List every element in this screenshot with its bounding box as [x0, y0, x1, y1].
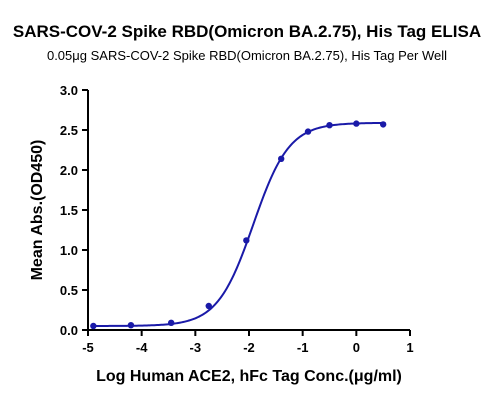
y-axis-ticks: 0.0 0.5 1.0 1.5 2.0 2.5 3.0	[60, 83, 88, 338]
data-point	[90, 322, 97, 330]
chart-title: SARS-COV-2 Spike RBD(Omicron BA.2.75), H…	[13, 22, 481, 41]
data-point	[205, 302, 212, 310]
x-tick-label: -4	[136, 340, 148, 355]
data-point	[326, 122, 333, 129]
x-tick-label: 1	[406, 340, 413, 355]
x-axis-label: Log Human ACE2, hFc Tag Conc.(μg/ml)	[96, 368, 402, 385]
y-tick-label: 0.0	[60, 323, 78, 338]
data-point	[167, 319, 175, 326]
data-point	[243, 237, 250, 244]
y-tick-label: 0.5	[60, 283, 78, 298]
x-axis-ticks: -5 -4 -3 -2 -1 0 1	[82, 330, 414, 355]
data-point	[127, 322, 135, 329]
data-point	[304, 128, 312, 135]
x-tick-label: 0	[353, 340, 360, 355]
data-point	[278, 155, 285, 162]
y-axis-label: Mean Abs.(OD450)	[29, 140, 46, 281]
y-tick-label: 1.5	[60, 203, 78, 218]
x-tick-label: -5	[82, 340, 94, 355]
y-tick-label: 2.5	[60, 123, 78, 138]
x-tick-label: -3	[190, 340, 202, 355]
x-tick-label: -1	[297, 340, 309, 355]
y-tick-label: 2.0	[60, 163, 78, 178]
fit-curve-line	[93, 121, 384, 327]
data-points	[90, 120, 387, 330]
data-point	[353, 120, 360, 127]
y-tick-label: 1.0	[60, 243, 78, 258]
x-tick-label: -2	[243, 340, 255, 355]
chart-subtitle: 0.05μg SARS-COV-2 Spike RBD(Omicron BA.2…	[47, 48, 447, 63]
data-point	[379, 121, 387, 128]
y-tick-label: 3.0	[60, 83, 78, 98]
